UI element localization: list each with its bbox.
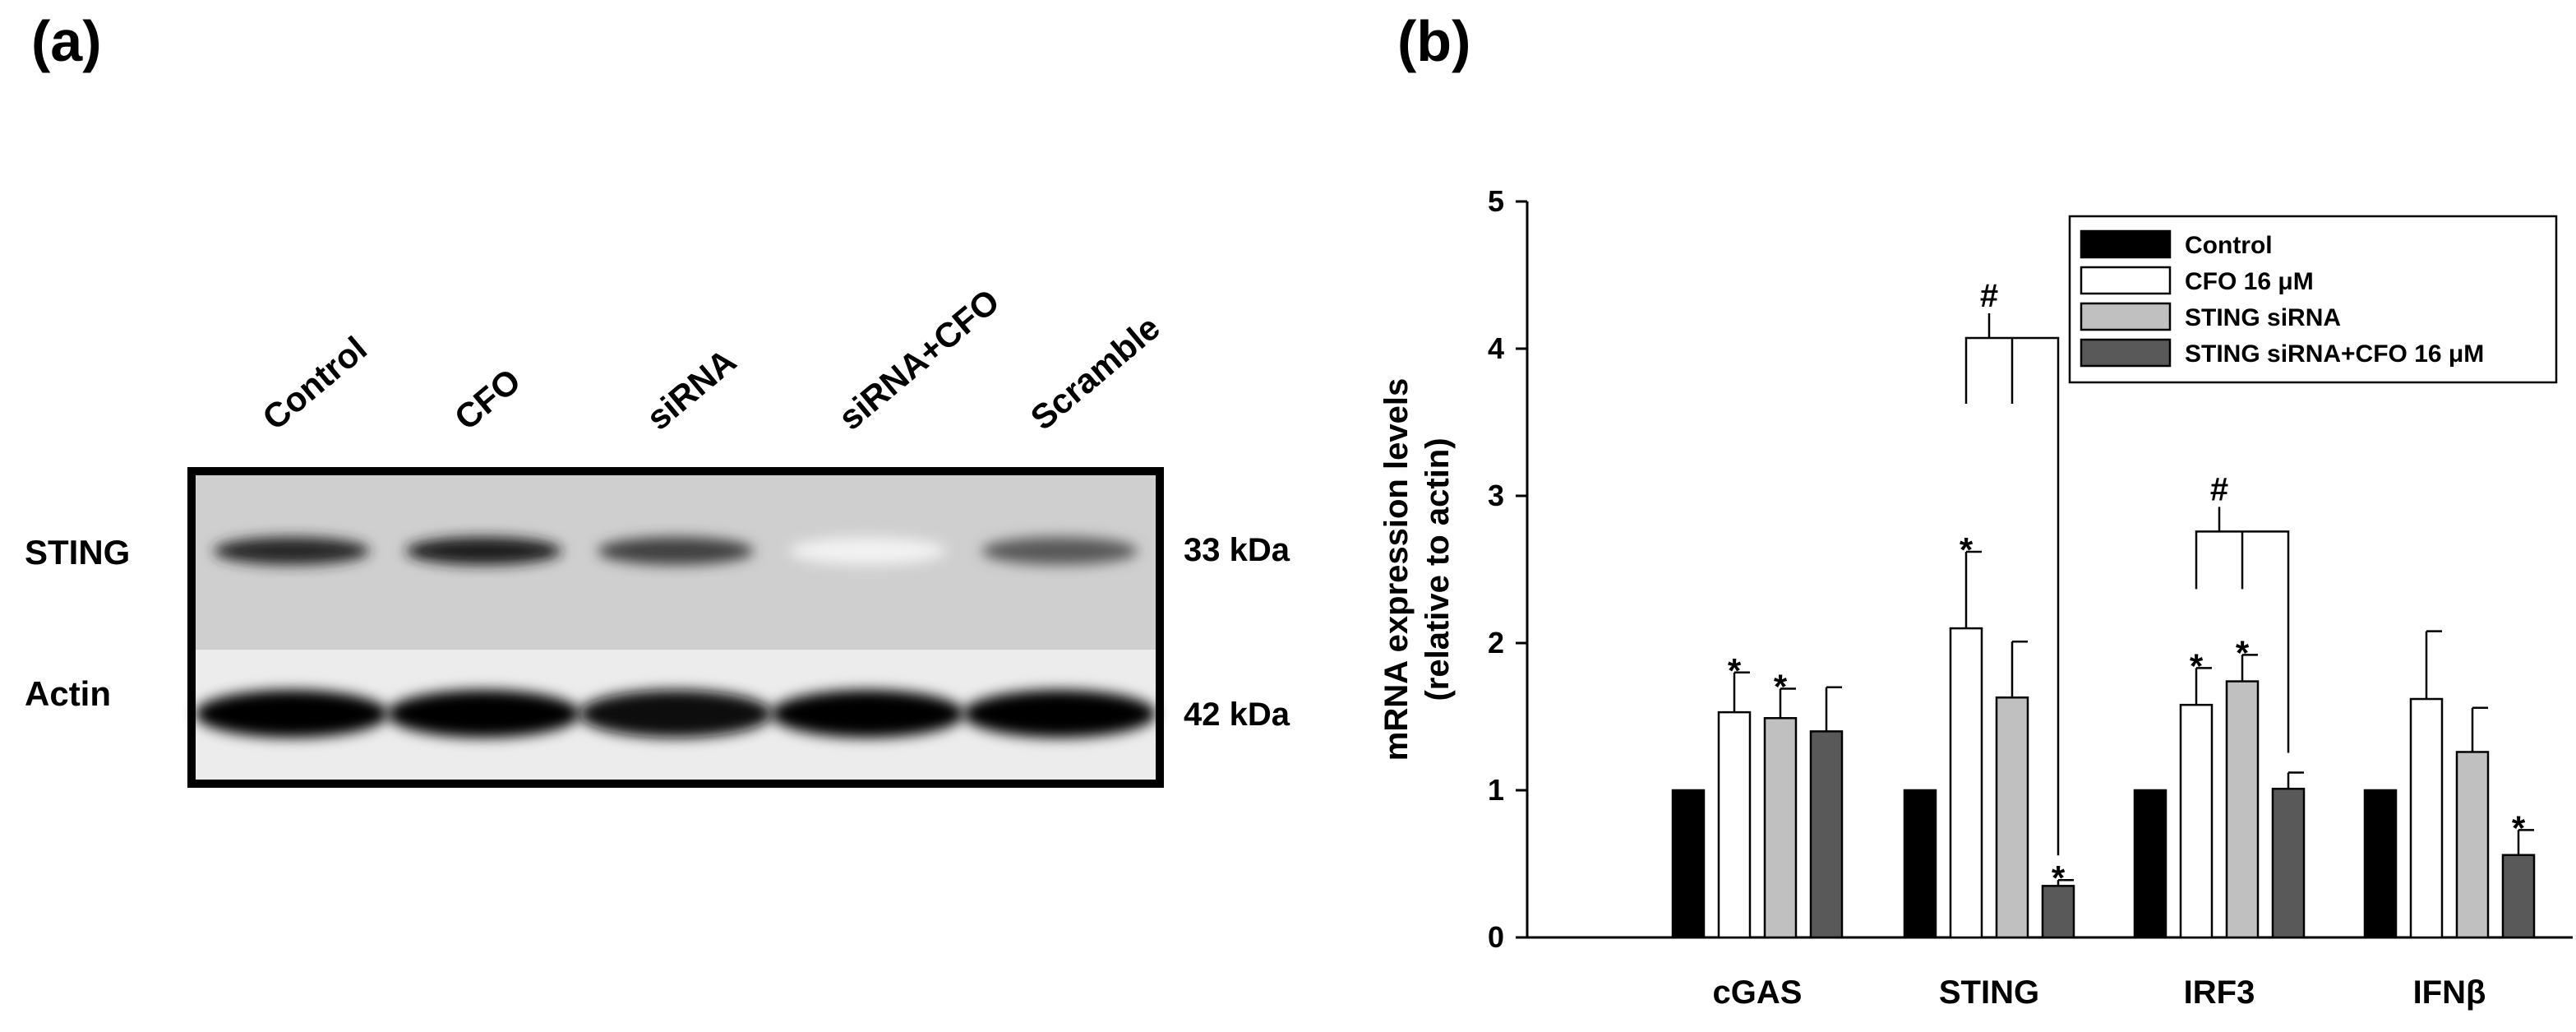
bar-cgas-s4 xyxy=(1809,730,1844,939)
x-tick-label-3: IRF3 xyxy=(2184,974,2255,1011)
band-actin-1 xyxy=(195,690,389,738)
bar-irf3-s2 xyxy=(2179,703,2214,939)
sig-bracket-sting xyxy=(1964,313,2060,856)
size-label-actin: 42 kDa xyxy=(1184,696,1290,733)
band-sting-5 xyxy=(981,537,1138,565)
bar-ifnβ-s1 xyxy=(2363,789,2398,939)
bar-ifnβ-s2 xyxy=(2409,697,2444,939)
legend-label-3: STING siRNA xyxy=(2185,304,2341,331)
bar-sting-s4 xyxy=(2041,885,2075,939)
bar-ifnβ-s4 xyxy=(2501,854,2536,939)
legend-label-1: Control xyxy=(2185,232,2273,259)
band-sting-4 xyxy=(789,537,946,565)
legend-swatch-3 xyxy=(2080,302,2172,331)
band-sting-3 xyxy=(598,537,754,565)
panel-a-label: (a) xyxy=(31,9,102,73)
y-tick-label-2: 2 xyxy=(1488,626,1504,659)
x-tick-label-1: cGAS xyxy=(1713,974,1803,1011)
bar-sting-s3 xyxy=(1995,696,2029,939)
bar-irf3-s4 xyxy=(2271,787,2306,939)
star-cgas-s2: * xyxy=(1728,651,1742,690)
sig-bracket-irf3 xyxy=(2195,507,2290,753)
star-irf3-s2: * xyxy=(2190,646,2204,685)
star-cgas-s3: * xyxy=(1774,667,1788,706)
star-sting-s2: * xyxy=(1960,530,1974,569)
row-label-actin: Actin xyxy=(25,674,111,713)
star-ifnβ-s4: * xyxy=(2512,808,2526,847)
bar-irf3-s1 xyxy=(2133,789,2167,939)
x-tick-label-4: IFNβ xyxy=(2413,974,2486,1011)
x-tick-label-2: STING xyxy=(1939,974,2039,1011)
legend-swatch-1 xyxy=(2080,229,2172,259)
y-tick-label-0: 0 xyxy=(1488,920,1504,954)
y-tick-label-3: 3 xyxy=(1488,479,1504,512)
band-actin-4 xyxy=(771,690,965,738)
star-irf3-s3: * xyxy=(2236,633,2250,672)
band-actin-3 xyxy=(579,690,773,738)
row-label-sting: STING xyxy=(25,533,130,572)
band-sting-2 xyxy=(405,537,562,565)
size-label-sting: 33 kDa xyxy=(1184,532,1290,568)
y-axis-label-line-2: (relative to actin) xyxy=(1420,437,1456,701)
bar-cgas-s2 xyxy=(1717,710,1752,939)
legend-swatch-4 xyxy=(2080,338,2172,368)
legend-label-4: STING siRNA+CFO 16 μM xyxy=(2185,340,2484,368)
y-tick-label-1: 1 xyxy=(1488,773,1504,807)
sig-symbol-irf3: # xyxy=(2210,471,2228,507)
y-tick-label-5: 5 xyxy=(1488,184,1504,218)
bar-ifnβ-s3 xyxy=(2455,751,2490,939)
panel-b-label: (b) xyxy=(1397,9,1471,73)
sig-symbol-sting: # xyxy=(1980,278,1998,314)
y-tick-label-4: 4 xyxy=(1488,331,1504,365)
bar-irf3-s3 xyxy=(2225,680,2260,939)
band-actin-2 xyxy=(386,690,580,738)
band-actin-5 xyxy=(963,690,1156,738)
bar-cgas-s3 xyxy=(1763,717,1798,939)
bar-sting-s1 xyxy=(1903,789,1937,939)
bar-cgas-s1 xyxy=(1671,789,1706,939)
y-axis-label-line-1: mRNA expression levels xyxy=(1378,378,1415,761)
legend-label-2: CFO 16 μM xyxy=(2185,268,2314,295)
band-sting-1 xyxy=(213,537,370,565)
star-sting-s4: * xyxy=(2052,858,2066,897)
bar-sting-s2 xyxy=(1949,627,1983,939)
legend-swatch-2 xyxy=(2080,266,2172,295)
